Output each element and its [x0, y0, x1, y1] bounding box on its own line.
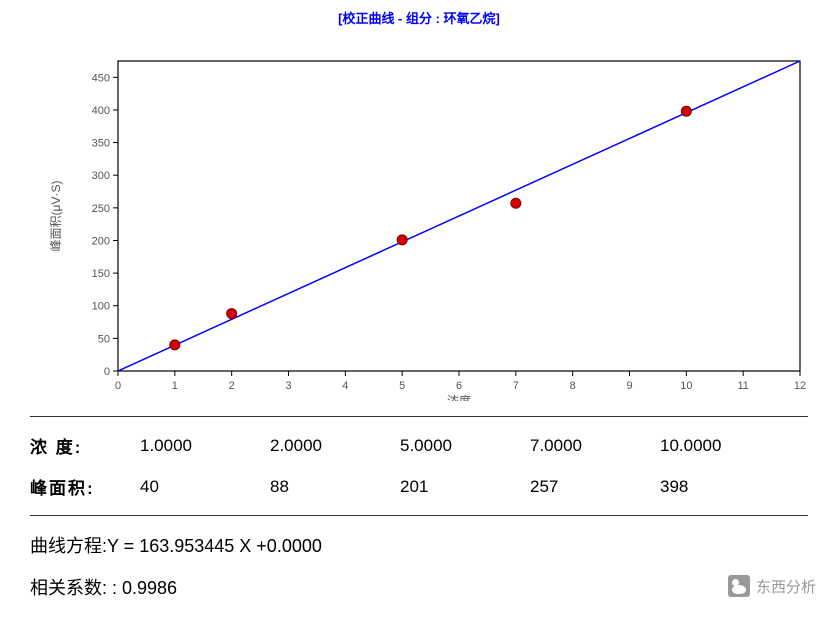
conc-cell: 5.0000 — [400, 436, 530, 456]
conc-cell: 10.0000 — [660, 436, 790, 456]
svg-text:11: 11 — [737, 380, 748, 392]
svg-text:0: 0 — [115, 380, 121, 392]
svg-text:6: 6 — [456, 380, 462, 392]
area-cell: 40 — [140, 477, 270, 497]
svg-text:1: 1 — [172, 380, 178, 392]
data-section: 浓 度: 1.0000 2.0000 5.0000 7.0000 10.0000… — [30, 416, 808, 600]
area-cell: 88 — [270, 477, 400, 497]
svg-text:400: 400 — [92, 105, 110, 117]
svg-text:0: 0 — [104, 366, 110, 378]
svg-text:7: 7 — [513, 380, 519, 392]
svg-text:4: 4 — [342, 380, 348, 392]
conc-label: 浓 度: — [30, 433, 140, 458]
area-cell: 398 — [660, 477, 790, 497]
svg-text:峰面积(μV·S): 峰面积(μV·S) — [49, 181, 63, 252]
area-label: 峰面积: — [30, 474, 140, 499]
divider-top — [30, 416, 808, 417]
area-cell: 257 — [530, 477, 660, 497]
divider-bottom — [30, 515, 808, 516]
svg-text:450: 450 — [92, 72, 110, 84]
conc-cell: 2.0000 — [270, 436, 400, 456]
svg-text:350: 350 — [92, 138, 110, 150]
svg-text:3: 3 — [285, 380, 291, 392]
svg-text:50: 50 — [98, 333, 110, 345]
watermark: 东西分析 — [728, 575, 816, 597]
correlation-text: 相关系数: : 0.9986 — [30, 574, 808, 600]
area-cell: 201 — [400, 477, 530, 497]
row-concentration: 浓 度: 1.0000 2.0000 5.0000 7.0000 10.0000 — [30, 433, 808, 458]
conc-cell: 7.0000 — [530, 436, 660, 456]
svg-text:300: 300 — [92, 170, 110, 182]
chart-title: [校正曲线 - 组分 : 环氧乙烷] — [0, 0, 838, 31]
svg-text:9: 9 — [626, 380, 632, 392]
row-peakarea: 峰面积: 40 88 201 257 398 — [30, 474, 808, 499]
svg-text:12: 12 — [794, 380, 806, 392]
svg-text:2: 2 — [229, 380, 235, 392]
svg-text:5: 5 — [399, 380, 405, 392]
svg-text:8: 8 — [570, 380, 576, 392]
svg-text:浓度: 浓度 — [447, 393, 471, 401]
svg-text:150: 150 — [92, 268, 110, 280]
equation-text: 曲线方程:Y = 163.953445 X +0.0000 — [30, 532, 808, 558]
calibration-chart: 0123456789101112050100150200250300350400… — [0, 31, 838, 406]
svg-text:250: 250 — [92, 203, 110, 215]
watermark-text: 东西分析 — [756, 576, 816, 597]
svg-text:200: 200 — [92, 235, 110, 247]
svg-text:100: 100 — [92, 301, 110, 313]
svg-text:10: 10 — [680, 380, 692, 392]
data-table: 浓 度: 1.0000 2.0000 5.0000 7.0000 10.0000… — [30, 433, 808, 499]
wechat-icon — [728, 575, 750, 597]
conc-cell: 1.0000 — [140, 436, 270, 456]
